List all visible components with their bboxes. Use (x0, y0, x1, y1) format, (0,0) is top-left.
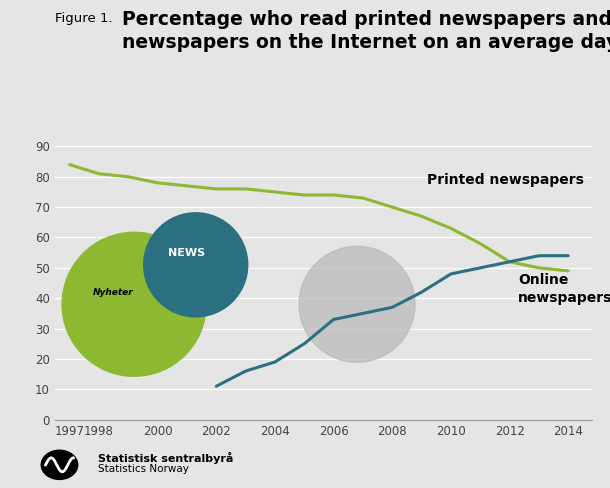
Text: Figure 1.: Figure 1. (55, 12, 112, 25)
Text: Nyheter: Nyheter (93, 287, 134, 297)
Ellipse shape (62, 232, 206, 376)
Ellipse shape (144, 213, 248, 317)
Text: Statistics Norway: Statistics Norway (98, 465, 188, 474)
Text: Percentage who read printed newspapers and
newspapers on the Internet on an aver: Percentage who read printed newspapers a… (122, 10, 610, 52)
Text: NEWS: NEWS (168, 248, 206, 258)
Text: Statistisk sentralbyrå: Statistisk sentralbyrå (98, 452, 233, 464)
Ellipse shape (299, 246, 415, 362)
Text: Online
newspapers: Online newspapers (518, 273, 610, 305)
Text: Printed newspapers: Printed newspapers (428, 173, 584, 187)
Circle shape (41, 450, 77, 479)
